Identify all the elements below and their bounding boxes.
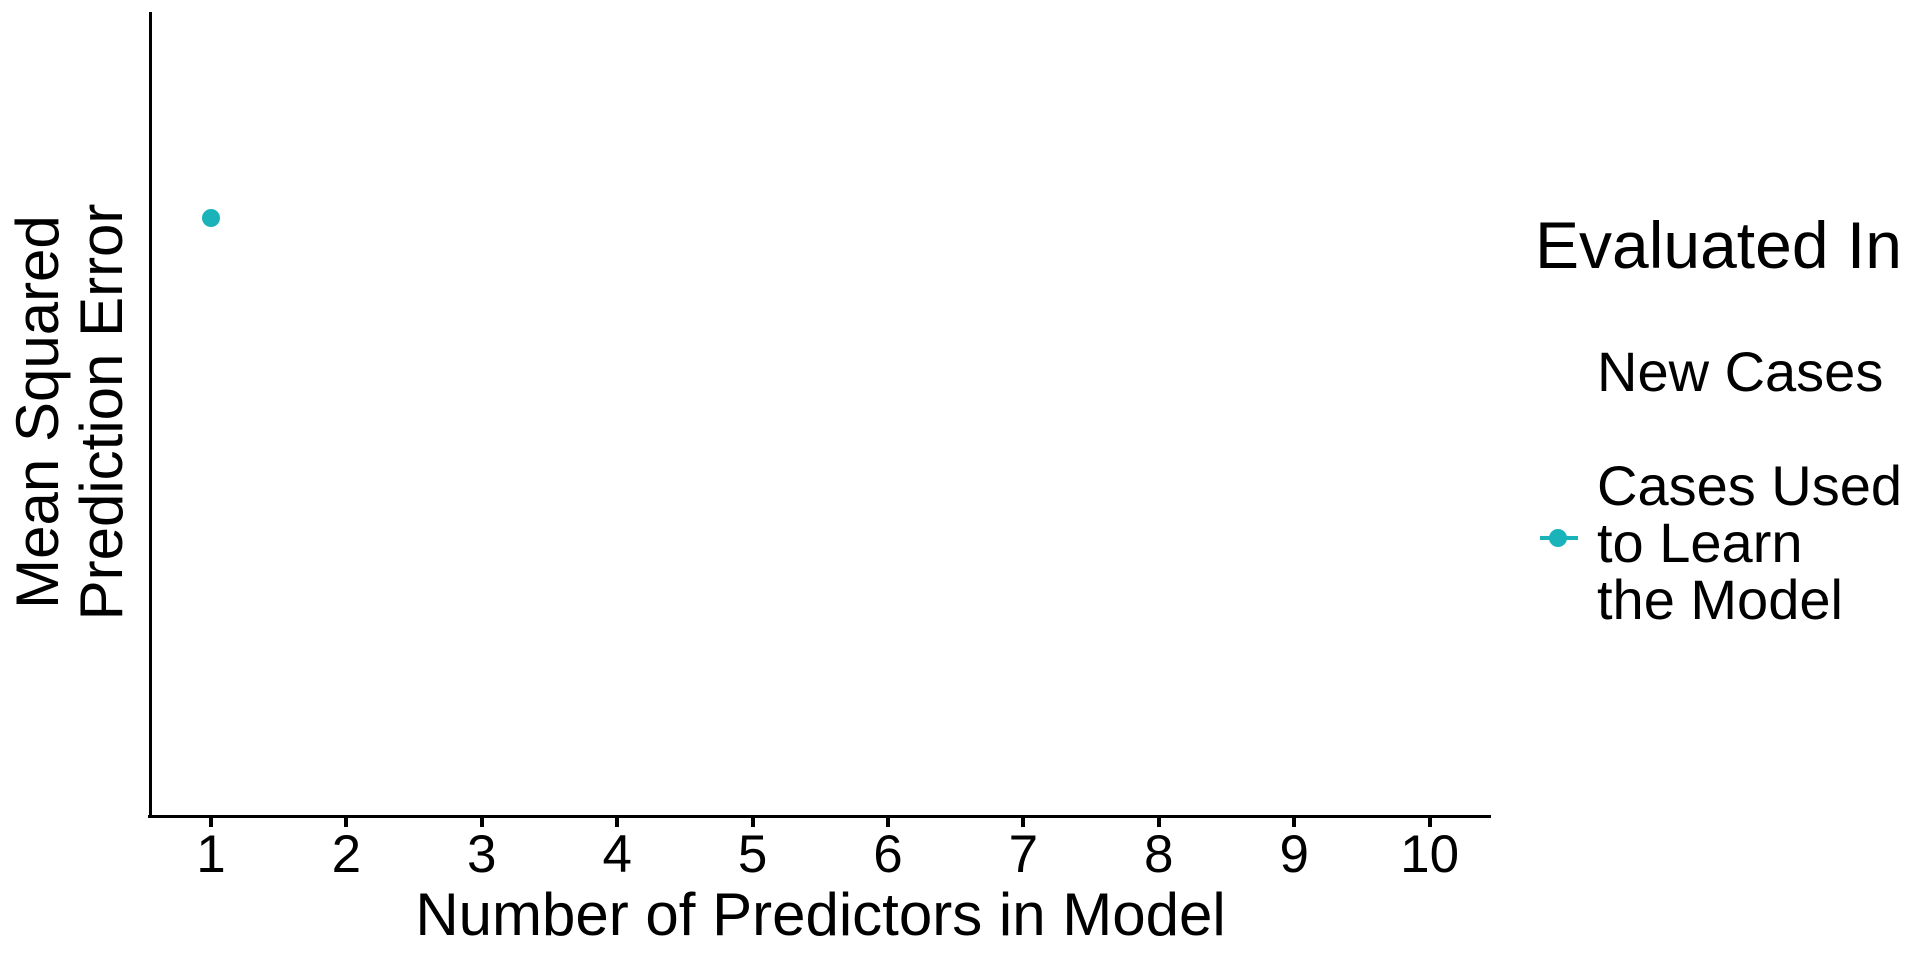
legend-key-line-icon [1540,536,1578,540]
x-tick-label: 7 [1008,825,1039,884]
x-tick-mark [615,818,620,827]
scatter-point-learning-cases [202,208,220,227]
y-axis-line [149,12,152,818]
x-tick-label: 1 [196,825,226,884]
legend-key-point-icon [1549,529,1567,547]
x-tick-label: 2 [331,825,362,884]
y-axis-title: Mean Squared Prediction Error [4,203,135,621]
legend-title: Evaluated In [1535,208,1902,282]
x-tick-mark [750,818,755,827]
x-tick-label: 10 [1400,825,1460,884]
x-tick-label: 3 [467,825,497,884]
x-tick-mark [886,818,890,827]
x-axis-line [148,815,1491,818]
legend-item-new-cases: New Cases [1597,340,1884,403]
x-tick-label: 5 [737,825,768,884]
x-tick-label: 8 [1144,825,1174,884]
x-tick-mark [1292,818,1297,827]
x-tick-mark [209,818,213,827]
x-tick-mark [344,818,349,827]
legend-item-cases-used: Cases Used to Learn the Model [1597,454,1903,631]
x-tick-mark [1021,818,1026,827]
x-tick-label: 6 [873,825,903,884]
x-axis-title: Number of Predictors in Model [415,881,1226,948]
x-tick-label: 9 [1279,825,1309,884]
x-tick-label: 4 [602,825,632,884]
x-tick-mark [479,818,484,827]
x-tick-mark [1156,818,1161,827]
x-tick-mark [1427,818,1432,827]
